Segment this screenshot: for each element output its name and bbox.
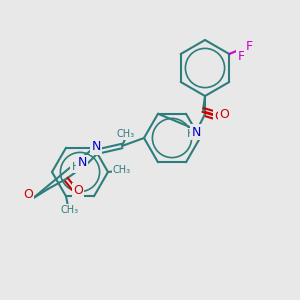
Text: O: O [73,184,83,197]
Text: F: F [237,50,244,62]
Text: O: O [23,188,33,202]
Text: CH₃: CH₃ [61,205,79,215]
Text: N: N [91,140,101,154]
Text: O: O [219,107,229,121]
Text: H: H [72,162,80,172]
Text: N: N [191,125,201,139]
Text: CH₃: CH₃ [117,129,135,139]
Text: CH₃: CH₃ [113,165,131,175]
Text: F: F [246,40,253,52]
Text: N: N [77,157,87,169]
Text: H: H [187,129,195,139]
Text: O: O [214,110,224,122]
